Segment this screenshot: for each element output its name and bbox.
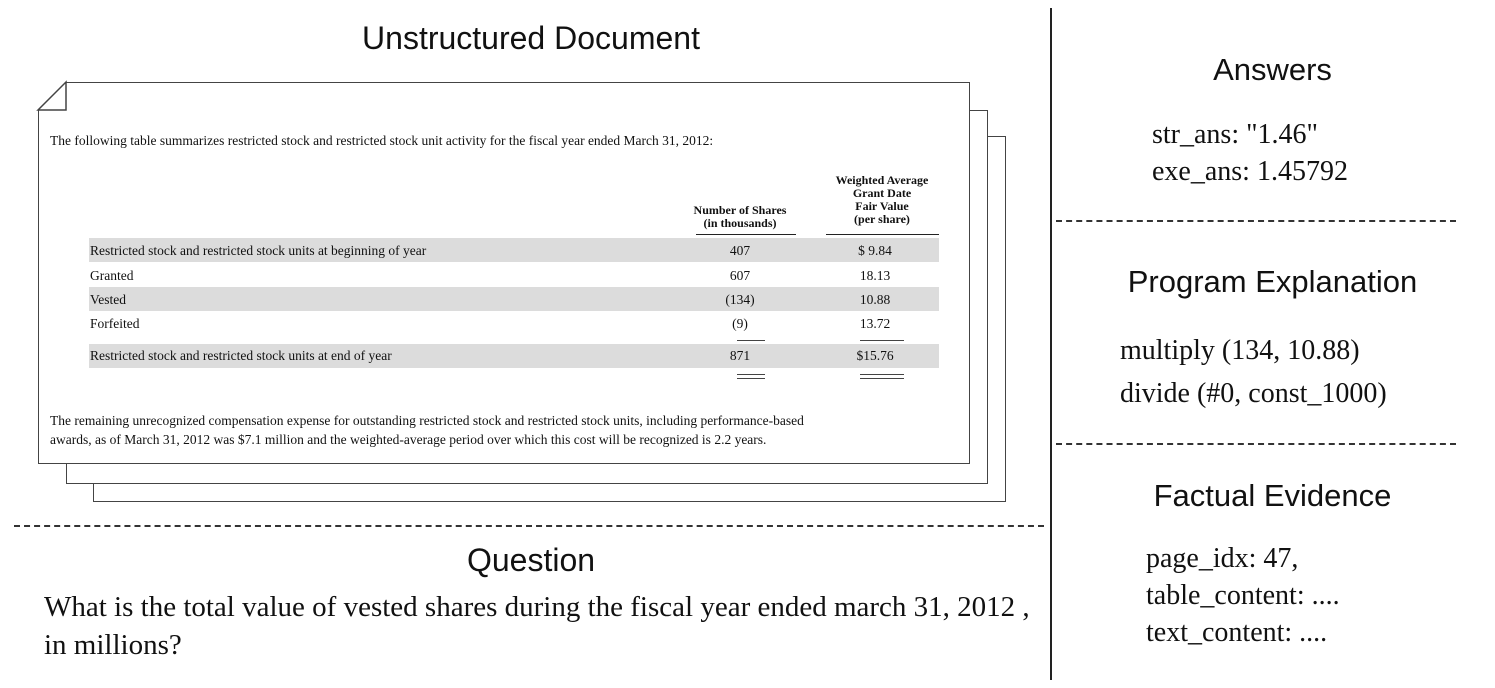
col-header-fair-value: Weighted Average Grant Date Fair Value (… <box>835 173 929 226</box>
table-row-bg <box>89 287 939 311</box>
row-label: Granted <box>90 268 134 283</box>
subtotal-rule <box>737 340 765 341</box>
document-footer-line: The remaining unrecognized compensation … <box>50 413 804 428</box>
row-value: 13.72 <box>859 316 891 331</box>
right-dashed-divider <box>1056 220 1456 222</box>
program-step: multiply (134, 10.88) <box>1120 335 1360 366</box>
program-heading: Program Explanation <box>1127 264 1418 299</box>
evidence-line: page_idx: 47, <box>1146 543 1299 574</box>
row-value: 18.13 <box>859 268 891 283</box>
total-double-rule <box>737 374 765 375</box>
row-value: 10.88 <box>859 292 891 307</box>
document-heading: Unstructured Document <box>362 20 700 56</box>
subtotal-rule <box>860 340 904 341</box>
row-value: $15.76 <box>856 348 894 363</box>
document-footer-line: awards, as of March 31, 2012 was $7.1 mi… <box>50 432 767 447</box>
evidence-heading: Factual Evidence <box>1153 478 1392 513</box>
row-label: Restricted stock and restricted stock un… <box>90 348 392 363</box>
row-shares: (9) <box>732 316 748 331</box>
str-answer: str_ans: "1.46" <box>1152 119 1318 150</box>
col-header-shares: Number of Shares (in thousands) <box>693 203 787 230</box>
evidence-line: table_content: .... <box>1146 580 1340 611</box>
document-page <box>38 82 970 464</box>
total-double-rule <box>860 374 904 375</box>
table-row-bg <box>89 238 939 262</box>
row-shares: 607 <box>729 268 751 283</box>
table-row-bg <box>89 344 939 368</box>
answers-heading: Answers <box>1213 52 1332 87</box>
exe-answer: exe_ans: 1.45792 <box>1152 156 1348 187</box>
row-shares: (134) <box>725 292 755 307</box>
evidence-line: text_content: .... <box>1146 617 1328 648</box>
right-dashed-divider <box>1056 443 1456 445</box>
document-intro: The following table summarizes restricte… <box>50 133 714 148</box>
row-shares: 407 <box>729 243 751 258</box>
total-double-rule <box>737 378 765 379</box>
total-double-rule <box>860 378 904 379</box>
left-dashed-divider <box>14 525 1044 527</box>
row-shares: 871 <box>729 348 751 363</box>
page-fold-icon <box>36 80 67 111</box>
row-value: $ 9.84 <box>858 243 892 258</box>
row-label: Vested <box>90 292 126 307</box>
question-text: What is the total value of vested shares… <box>44 591 1030 661</box>
program-step: divide (#0, const_1000) <box>1120 378 1387 409</box>
row-label: Forfeited <box>90 316 140 331</box>
vertical-divider <box>1050 8 1052 680</box>
row-label: Restricted stock and restricted stock un… <box>90 243 427 258</box>
col-header-shares-rule <box>696 234 796 235</box>
col-header-fair-value-rule <box>826 234 939 235</box>
question-heading: Question <box>466 542 596 578</box>
